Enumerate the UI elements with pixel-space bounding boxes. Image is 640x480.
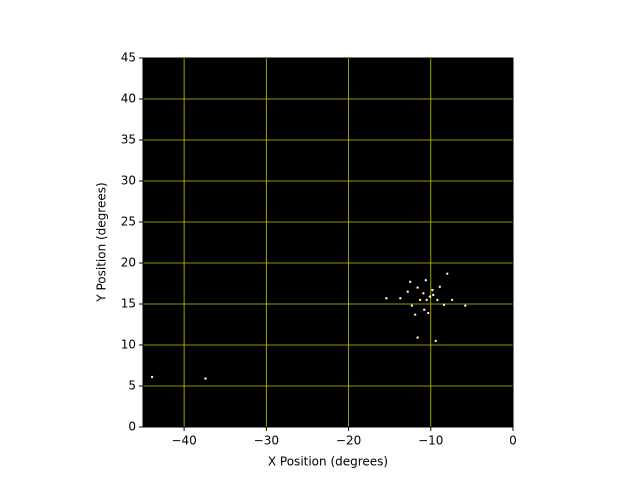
y-tick-label: 0 (128, 420, 136, 434)
point (431, 288, 434, 292)
point (438, 285, 442, 288)
point (418, 298, 422, 302)
point (385, 297, 388, 300)
plot-frame (142, 57, 514, 428)
point (446, 272, 449, 275)
x-tick-label: −30 (254, 434, 279, 448)
point (464, 304, 467, 307)
point (427, 311, 430, 315)
point (424, 279, 428, 282)
y-tick-label: 45 (121, 51, 136, 65)
y-tick-label: 30 (121, 174, 136, 188)
y-tick-label: 15 (121, 297, 136, 311)
point (450, 298, 454, 302)
x-tick-label: 0 (509, 434, 517, 448)
point (416, 286, 419, 289)
point (442, 303, 446, 307)
y-tick-label: 25 (121, 215, 136, 229)
point (423, 308, 426, 311)
y-tick-label: 10 (121, 338, 136, 352)
y-tick-label: 5 (128, 379, 136, 393)
point (425, 298, 428, 302)
x-axis-label: X Position (degrees) (268, 455, 388, 469)
point (432, 293, 435, 297)
point (434, 339, 437, 343)
point (436, 298, 439, 302)
point (204, 377, 207, 380)
x-tick-label: −20 (336, 434, 361, 448)
point (409, 280, 412, 284)
point (410, 304, 414, 307)
point (416, 336, 419, 339)
point (413, 313, 417, 316)
point (399, 297, 402, 300)
point (428, 295, 432, 298)
point (406, 290, 409, 293)
plot-area (143, 58, 513, 427)
y-axis-label: Y Position (degrees) (95, 182, 109, 302)
y-tick-label: 35 (121, 133, 136, 147)
point (422, 292, 425, 295)
x-tick-label: −40 (171, 434, 196, 448)
y-tick-label: 20 (121, 256, 136, 270)
x-tick-label: −10 (418, 434, 443, 448)
y-tick-label: 40 (121, 92, 136, 106)
point (150, 375, 154, 379)
